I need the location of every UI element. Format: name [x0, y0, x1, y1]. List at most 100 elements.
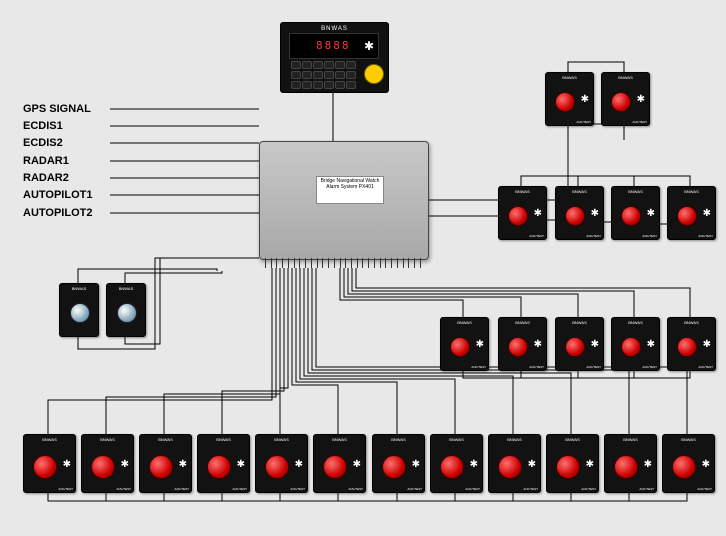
alarm-button[interactable]	[614, 455, 638, 479]
alarm-button[interactable]	[323, 455, 347, 479]
alarm-panel: BNWAS ✱ ACK/TEST	[255, 434, 308, 493]
alarm-button[interactable]	[672, 455, 696, 479]
panel-brand: BNWAS	[443, 320, 486, 325]
snowflake-icon: ✱	[703, 208, 711, 219]
input-label: ECDIS2	[23, 137, 63, 149]
alarm-panel: BNWAS✱ACK/TEST	[611, 186, 660, 240]
snowflake-icon: ✱	[295, 459, 303, 470]
master-seven-seg: 8888	[316, 39, 351, 52]
snowflake-icon: ✱	[637, 94, 645, 105]
panel-brand: BNWAS	[109, 286, 143, 291]
alarm-panel: BNWAS✱ACK/TEST	[545, 72, 594, 126]
alarm-button[interactable]	[621, 337, 641, 357]
alarm-button[interactable]	[508, 337, 528, 357]
alarm-button[interactable]	[621, 206, 641, 226]
alarm-button[interactable]	[265, 455, 289, 479]
master-panel: BNWAS 8888 ✱	[280, 22, 389, 93]
snowflake-icon: ✱	[528, 459, 536, 470]
panel-ack-label: ACK/TEST	[232, 487, 247, 491]
alarm-button[interactable]	[498, 455, 522, 479]
panel-ack-label: ACK/TEST	[576, 120, 591, 124]
panel-ack-label: ACK/TEST	[116, 487, 131, 491]
alarm-button[interactable]	[450, 337, 470, 357]
panel-ack-label: ACK/TEST	[290, 487, 305, 491]
alarm-panel: BNWAS✱ACK/TEST	[372, 434, 425, 493]
alarm-button[interactable]	[677, 337, 697, 357]
panel-ack-label: ACK/TEST	[632, 120, 647, 124]
reset-button[interactable]	[70, 303, 90, 323]
snowflake-icon: ✱	[534, 339, 542, 350]
panel-brand: BNWAS	[84, 437, 131, 442]
panel-ack-label: ACK/TEST	[471, 365, 486, 369]
panel-ack-label: ACK/TEST	[58, 487, 73, 491]
alarm-panel: BNWAS✱ACK/TEST	[23, 434, 76, 493]
snowflake-icon: ✱	[644, 459, 652, 470]
panel-ack-label: ACK/TEST	[174, 487, 189, 491]
panel-brand: BNWAS	[604, 75, 647, 80]
snowflake-icon: ✱	[703, 339, 711, 350]
alarm-panel: BNWAS✱ACK/TEST	[611, 317, 660, 371]
snowflake-icon: ✱	[179, 459, 187, 470]
alarm-panel: BNWAS✱ACK/TEST	[197, 434, 250, 493]
alarm-panel: BNWAS ✱ ACK/TEST	[440, 317, 489, 371]
alarm-button[interactable]	[555, 92, 575, 112]
alarm-panel: BNWAS✱ACK/TEST	[555, 317, 604, 371]
snowflake-icon: ✱	[647, 339, 655, 350]
panel-brand: BNWAS	[670, 320, 713, 325]
central-unit: Bridge Navigational Watch Alarm System P…	[259, 141, 429, 260]
alarm-panel: BNWAS ✱ ACK/TEST	[313, 434, 366, 493]
panel-brand: BNWAS	[491, 437, 538, 442]
alarm-panel: BNWAS ✱ ACK/TEST	[81, 434, 134, 493]
panel-ack-label: ACK/TEST	[523, 487, 538, 491]
master-ack-button[interactable]	[364, 64, 384, 84]
snowflake-icon: ✱	[121, 459, 129, 470]
panel-ack-label: ACK/TEST	[407, 487, 422, 491]
alarm-button[interactable]	[207, 455, 231, 479]
input-label: AUTOPILOT2	[23, 207, 92, 219]
alarm-button[interactable]	[33, 455, 57, 479]
alarm-panel: BNWAS✱ACK/TEST	[430, 434, 483, 493]
snowflake-icon: ✱	[353, 459, 361, 470]
panel-ack-label: ACK/TEST	[698, 365, 713, 369]
alarm-button[interactable]	[508, 206, 528, 226]
alarm-panel: BNWAS ✱ ACK/TEST	[667, 186, 716, 240]
alarm-button[interactable]	[565, 337, 585, 357]
panel-brand: BNWAS	[548, 75, 591, 80]
panel-ack-label: ACK/TEST	[697, 487, 712, 491]
panel-ack-label: ACK/TEST	[581, 487, 596, 491]
panel-brand: BNWAS	[614, 320, 657, 325]
input-label: ECDIS1	[23, 120, 63, 132]
reset-panel: BNWAS	[106, 283, 146, 337]
snowflake-icon: ✱	[476, 339, 484, 350]
alarm-button[interactable]	[149, 455, 173, 479]
alarm-button[interactable]	[677, 206, 697, 226]
alarm-panel: BNWAS✱ACK/TEST	[498, 186, 547, 240]
panel-ack-label: ACK/TEST	[698, 234, 713, 238]
master-brand: BNWAS	[281, 26, 388, 32]
snowflake-icon: ✱	[591, 339, 599, 350]
panel-ack-label: ACK/TEST	[348, 487, 363, 491]
panel-brand: BNWAS	[258, 437, 305, 442]
panel-brand: BNWAS	[670, 189, 713, 194]
panel-brand: BNWAS	[316, 437, 363, 442]
alarm-button[interactable]	[91, 455, 115, 479]
panel-brand: BNWAS	[558, 320, 601, 325]
reset-button[interactable]	[117, 303, 137, 323]
panel-brand: BNWAS	[62, 286, 96, 291]
snowflake-icon: ✱	[702, 459, 710, 470]
snowflake-icon: ✱	[591, 208, 599, 219]
alarm-panel: BNWAS✱ACK/TEST	[546, 434, 599, 493]
alarm-button[interactable]	[611, 92, 631, 112]
alarm-panel: BNWAS✱ACK/TEST	[604, 434, 657, 493]
alarm-button[interactable]	[382, 455, 406, 479]
panel-ack-label: ACK/TEST	[465, 487, 480, 491]
alarm-button[interactable]	[440, 455, 464, 479]
alarm-panel: BNWAS ✱ ACK/TEST	[667, 317, 716, 371]
central-unit-label: Bridge Navigational Watch Alarm System P…	[316, 176, 384, 204]
alarm-button[interactable]	[565, 206, 585, 226]
panel-ack-label: ACK/TEST	[639, 487, 654, 491]
input-label: GPS SIGNAL	[23, 103, 91, 115]
panel-brand: BNWAS	[665, 437, 712, 442]
alarm-button[interactable]	[556, 455, 580, 479]
panel-brand: BNWAS	[558, 189, 601, 194]
